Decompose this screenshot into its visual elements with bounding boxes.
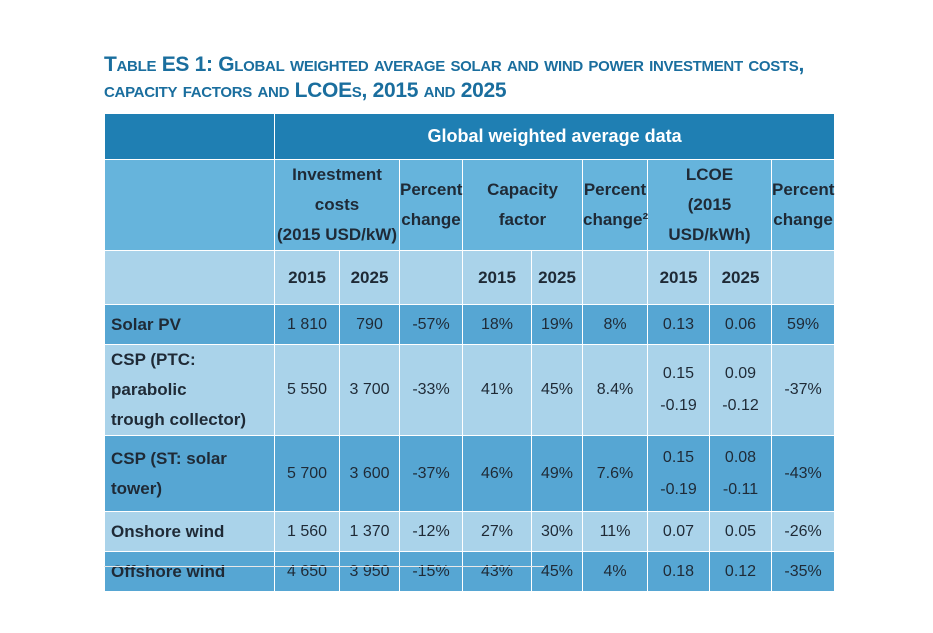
table-row: CSP (PTC: parabolic trough collector) 5 … (104, 344, 836, 436)
cell-lcoe-2025: 0.12 (709, 551, 772, 592)
empty-header (770, 250, 836, 305)
cell-cf-2025: 30% (531, 511, 583, 552)
year-header-row: 2015 2025 2015 2025 2015 2025 (104, 250, 836, 305)
cell-inv-2025: 3 700 (339, 344, 400, 436)
cell-cf-change: 8.4% (582, 344, 648, 436)
cell-inv-2015: 1 810 (274, 304, 340, 345)
header-percent-change-investment: Percent change (399, 159, 463, 251)
row-label: CSP (ST: solar tower) (104, 435, 275, 512)
table-row: CSP (ST: solar tower) 5 700 3 600 -37% 4… (104, 435, 836, 512)
table-row: Onshore wind 1 560 1 370 -12% 27% 30% 11… (104, 511, 836, 552)
cell-inv-change: -37% (399, 435, 463, 512)
cell-lcoe-change: -43% (770, 435, 836, 512)
cell-cf-2015: 27% (462, 511, 532, 552)
cell-cf-2025: 19% (531, 304, 583, 345)
corner-cell (104, 159, 275, 251)
cell-lcoe-2025: 0.09 -0.12 (709, 344, 772, 436)
cell-cf-2025: 45% (531, 344, 583, 436)
cell-inv-change: -33% (399, 344, 463, 436)
cell-inv-2015: 4 650 (274, 551, 340, 592)
header-lcoe: LCOE (2015 USD/kWh) (647, 159, 772, 251)
cell-lcoe-2025: 0.08 -0.11 (709, 435, 772, 512)
corner-cell (104, 113, 275, 160)
cell-cf-change: 11% (582, 511, 648, 552)
cell-cf-2025: 49% (531, 435, 583, 512)
cell-cf-change: 4% (582, 551, 648, 592)
table-row: Offshore wind 4 650 3 950 -15% 43% 45% 4… (104, 551, 836, 592)
cell-lcoe-change: 59% (770, 304, 836, 345)
cell-lcoe-change: -26% (770, 511, 836, 552)
year-header: 2025 (339, 250, 400, 305)
cell-lcoe-2025: 0.06 (709, 304, 772, 345)
cell-cf-2025: 45% (531, 551, 583, 592)
row-label: CSP (PTC: parabolic trough collector) (104, 344, 275, 436)
empty-header (399, 250, 463, 305)
cell-inv-2025: 790 (339, 304, 400, 345)
group-header: Global weighted average data (273, 113, 836, 160)
header-percent-change-lcoe: Percent change (770, 159, 836, 251)
year-header: 2015 (462, 250, 532, 305)
data-table: Global weighted average data Investment … (104, 113, 836, 592)
cell-lcoe-2015: 0.18 (647, 551, 710, 592)
cell-inv-2015: 5 550 (274, 344, 340, 436)
cell-inv-2025: 3 600 (339, 435, 400, 512)
cell-lcoe-2015: 0.15 -0.19 (647, 435, 710, 512)
cell-cf-2015: 41% (462, 344, 532, 436)
header-percent-change-capacity: Percent change² (582, 159, 648, 251)
cell-inv-change: -57% (399, 304, 463, 345)
cell-lcoe-2015: 0.13 (647, 304, 710, 345)
cell-lcoe-change: -35% (770, 551, 836, 592)
cell-inv-2015: 5 700 (274, 435, 340, 512)
cell-cf-2015: 46% (462, 435, 532, 512)
cell-cf-change: 8% (582, 304, 648, 345)
cell-inv-2025: 3 950 (339, 551, 400, 592)
year-header: 2025 (531, 250, 583, 305)
cell-inv-change: -15% (399, 551, 463, 592)
cell-inv-change: -12% (399, 511, 463, 552)
row-label: Solar PV (104, 304, 275, 345)
cell-cf-2015: 18% (462, 304, 532, 345)
cell-lcoe-2025: 0.05 (709, 511, 772, 552)
cell-cf-2015: 43% (462, 551, 532, 592)
cell-cf-change: 7.6% (582, 435, 648, 512)
cell-lcoe-2015: 0.15 -0.19 (647, 344, 710, 436)
table-row: Solar PV 1 810 790 -57% 18% 19% 8% 0.13 … (104, 304, 836, 345)
row-label: Onshore wind (104, 511, 275, 552)
cell-inv-2025: 1 370 (339, 511, 400, 552)
table-caption: Table ES 1: Global weighted average sola… (104, 53, 805, 102)
year-header: 2015 (274, 250, 340, 305)
year-header: 2015 (647, 250, 710, 305)
group-header-row: Global weighted average data (104, 113, 836, 160)
header-capacity-factor: Capacity factor (462, 159, 583, 251)
corner-cell (104, 250, 275, 305)
header-investment-costs: Investment costs (2015 USD/kW) (274, 159, 400, 251)
footer-rule (104, 566, 544, 567)
cell-lcoe-2015: 0.07 (647, 511, 710, 552)
row-label: Offshore wind (104, 551, 275, 592)
empty-header (582, 250, 648, 305)
cell-inv-2015: 1 560 (274, 511, 340, 552)
year-header: 2025 (709, 250, 772, 305)
cell-lcoe-change: -37% (770, 344, 836, 436)
column-header-row: Investment costs (2015 USD/kW) Percent c… (104, 159, 836, 251)
